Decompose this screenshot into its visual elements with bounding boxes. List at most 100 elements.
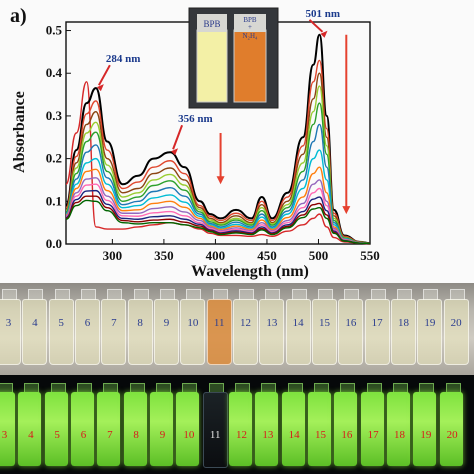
series-line-5 bbox=[65, 102, 371, 244]
uv-vial: 16 bbox=[334, 383, 359, 471]
daylight-vial: 9 bbox=[154, 289, 179, 371]
vial-body bbox=[387, 392, 410, 466]
daylight-vial: 6 bbox=[75, 289, 100, 371]
vial-body bbox=[443, 299, 469, 365]
uv-vial: 14 bbox=[281, 383, 307, 471]
series-line-0 bbox=[65, 81, 371, 245]
y-axis-title: Absorbance bbox=[11, 91, 28, 173]
vial-neck bbox=[449, 289, 465, 300]
inset-label-bpb: BPB bbox=[203, 19, 220, 29]
inset-cuvette-bpb-top bbox=[197, 14, 227, 32]
vials-daylight-photo: 3 4 5 6 7 8 9 10 11 12 13 14 15 16 17 18 19 20 bbox=[0, 283, 474, 375]
daylight-vial: 20 bbox=[443, 289, 469, 371]
peak-label: 501 nm bbox=[306, 8, 341, 20]
vial-neck bbox=[318, 289, 333, 300]
vial-neck bbox=[186, 289, 202, 300]
vial-body bbox=[180, 299, 206, 365]
absorbance-chart: a) 300 350 400 450 500 5500.00.10.20.30.40.5 … bbox=[10, 5, 380, 280]
vial-neck bbox=[212, 289, 228, 300]
vial-number: 3 bbox=[1, 429, 8, 441]
daylight-vial: 17 bbox=[364, 289, 390, 371]
x-tick-label: 300 bbox=[103, 248, 123, 263]
series-line-3 bbox=[65, 72, 371, 244]
vial-body bbox=[127, 299, 153, 365]
series-line-7 bbox=[65, 149, 371, 245]
vial-number: 15 bbox=[315, 429, 326, 441]
vial-number: 3 bbox=[5, 317, 12, 329]
uv-vial: 17 bbox=[360, 383, 386, 471]
uv-vial: 19 bbox=[413, 383, 438, 471]
inset-label-plus: + bbox=[248, 23, 252, 31]
decrease-arrow-head bbox=[216, 176, 225, 185]
daylight-vial: 3 bbox=[0, 289, 21, 371]
vial-body bbox=[75, 299, 100, 365]
vial-neck bbox=[81, 289, 96, 300]
series-line-13 bbox=[65, 199, 371, 245]
vial-number: 12 bbox=[240, 317, 251, 329]
vial-number: 14 bbox=[288, 429, 300, 441]
vial-number: 4 bbox=[32, 317, 38, 329]
vial-number: 8 bbox=[133, 429, 139, 441]
vial-body bbox=[176, 392, 200, 466]
uv-vial: 12 bbox=[229, 383, 254, 471]
vial-number: 17 bbox=[371, 317, 383, 329]
vial-number: 6 bbox=[80, 429, 87, 441]
x-tick-label: 350 bbox=[154, 248, 174, 263]
vial-body bbox=[44, 392, 68, 466]
vial-neck bbox=[133, 289, 149, 300]
vial-body bbox=[206, 299, 232, 365]
vial-body bbox=[22, 299, 48, 365]
vial-number: 10 bbox=[187, 317, 199, 329]
vial-neck bbox=[423, 289, 439, 300]
vial-body bbox=[150, 392, 173, 466]
vial-number: 20 bbox=[446, 429, 458, 441]
vial-neck bbox=[291, 289, 307, 300]
annotation-group: 284 nm 356 nm 501 nm bbox=[96, 8, 351, 215]
vial-neck bbox=[54, 289, 70, 300]
vial-body bbox=[413, 392, 437, 466]
vial-number: 12 bbox=[236, 429, 247, 441]
inset-label-n2h4: N₂H₄ bbox=[243, 32, 259, 40]
vial-body bbox=[18, 392, 42, 466]
vial-neck bbox=[265, 289, 281, 300]
vial-body bbox=[233, 299, 258, 365]
y-tick-label: 0.0 bbox=[46, 236, 62, 251]
uv-vial: 5 bbox=[44, 383, 70, 471]
uv-vial: 10 bbox=[176, 383, 201, 471]
series-line-12 bbox=[65, 195, 371, 245]
uv-vial: 9 bbox=[150, 383, 175, 471]
vial-number: 16 bbox=[345, 317, 357, 329]
vial-body bbox=[281, 392, 305, 466]
vial-body bbox=[123, 392, 147, 466]
peak-arrow bbox=[308, 19, 324, 33]
y-tick-label: 0.4 bbox=[46, 65, 63, 80]
vial-number: 6 bbox=[84, 317, 91, 329]
daylight-vial: 5 bbox=[48, 289, 74, 371]
peak-arrow bbox=[172, 124, 184, 150]
peak-arrow-head bbox=[320, 30, 328, 38]
vial-number: 11 bbox=[209, 429, 221, 441]
y-tick-label: 0.2 bbox=[46, 151, 62, 166]
vial-body bbox=[308, 392, 331, 466]
vials-uv-photo: 3 4 5 6 7 8 9 10 11 12 13 14 15 16 17 18 19 20 bbox=[0, 375, 474, 474]
peak-arrow-head bbox=[96, 84, 104, 92]
vial-body bbox=[259, 299, 285, 365]
daylight-vial: 16 bbox=[338, 289, 364, 371]
vial-number: 18 bbox=[398, 317, 409, 329]
x-tick-label: 400 bbox=[206, 248, 226, 263]
vial-number: 4 bbox=[28, 429, 34, 441]
series-line-8 bbox=[65, 166, 371, 245]
vial-body bbox=[0, 299, 21, 365]
daylight-vial: 11 bbox=[206, 289, 232, 371]
peak-arrow bbox=[98, 64, 111, 86]
vial-body bbox=[360, 392, 384, 466]
vial-body bbox=[439, 392, 463, 466]
y-tick-label: 0.3 bbox=[46, 108, 63, 123]
x-tick-label: 550 bbox=[360, 248, 380, 263]
uv-vial: 18 bbox=[387, 383, 412, 471]
decrease-arrow-head bbox=[342, 206, 351, 215]
vial-neck bbox=[344, 289, 360, 300]
cuvette-inset: BPB BPB + N₂H₄ bbox=[188, 7, 279, 109]
peak-label: 356 nm bbox=[178, 113, 213, 125]
uv-vial: 13 bbox=[255, 383, 280, 471]
